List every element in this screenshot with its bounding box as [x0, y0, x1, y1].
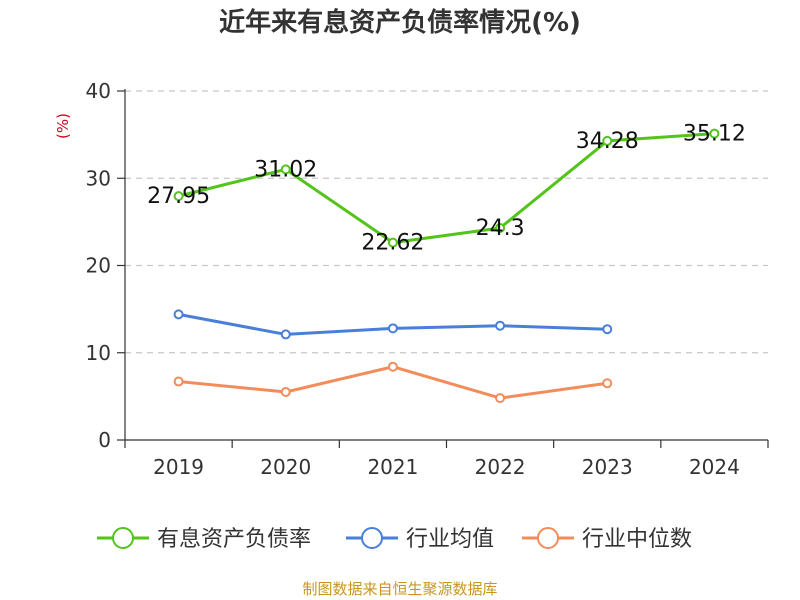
axes: 0 10 20 30 40 2019 2020 2021 2022 2023 2024 — [86, 79, 769, 479]
data-label: 35.12 — [683, 122, 746, 147]
x-tick-label: 2024 — [689, 455, 740, 479]
legend-item-0[interactable]: 有息资产负债率 — [97, 527, 311, 552]
series-2 — [173, 361, 613, 404]
data-label: 34.28 — [576, 129, 639, 154]
chart-title: 近年来有息资产负债率情况(%) — [219, 8, 581, 38]
x-tick-label: 2023 — [582, 455, 633, 479]
data-label: 31.02 — [254, 157, 317, 182]
data-point[interactable] — [495, 320, 506, 331]
y-tick-label: 40 — [86, 79, 111, 103]
legend-item-1[interactable]: 行业均值 — [346, 527, 494, 552]
legend-swatch-marker — [537, 527, 559, 549]
series-line — [178, 132, 715, 245]
gridlines — [125, 90, 768, 354]
x-tick-label: 2019 — [153, 455, 204, 479]
x-tick-label: 2021 — [367, 455, 418, 479]
data-point[interactable] — [602, 135, 613, 146]
series-0 — [173, 128, 720, 248]
y-tick-label: 10 — [86, 341, 111, 365]
data-point[interactable] — [173, 191, 184, 202]
legend[interactable]: 有息资产负债率 行业均值 行业中位数 — [97, 527, 692, 552]
data-point[interactable] — [387, 323, 398, 334]
data-point[interactable] — [709, 128, 720, 139]
y-tick-label: 0 — [98, 428, 111, 452]
legend-swatch-marker — [112, 527, 134, 549]
data-label: 24.3 — [476, 216, 525, 241]
data-point[interactable] — [387, 361, 398, 372]
data-point[interactable] — [602, 324, 613, 335]
x-tick-label: 2020 — [260, 455, 311, 479]
data-labels: 27.95 31.02 22.62 24.3 34.28 35.12 — [147, 122, 746, 256]
legend-label: 行业均值 — [406, 527, 494, 552]
legend-item-2[interactable]: 行业中位数 — [522, 527, 692, 552]
data-label: 22.62 — [361, 231, 424, 256]
legend-label: 行业中位数 — [582, 527, 692, 552]
y-axis-label: (%) — [54, 113, 72, 139]
data-point[interactable] — [602, 378, 613, 389]
data-label: 27.95 — [147, 184, 210, 209]
data-point[interactable] — [280, 164, 291, 175]
source-note: 制图数据来自恒生聚源数据库 — [302, 580, 498, 598]
x-tick-label: 2022 — [475, 455, 526, 479]
legend-swatch-marker — [361, 527, 383, 549]
data-point[interactable] — [387, 237, 398, 248]
series-1 — [173, 309, 613, 340]
y-tick-label: 30 — [86, 166, 111, 190]
data-point[interactable] — [495, 393, 506, 404]
series-lines — [173, 128, 720, 404]
data-point[interactable] — [495, 222, 506, 233]
data-point[interactable] — [280, 329, 291, 340]
data-point[interactable] — [280, 387, 291, 398]
y-tick-label: 20 — [86, 254, 111, 278]
legend-label: 有息资产负债率 — [157, 527, 311, 552]
data-point[interactable] — [173, 309, 184, 320]
data-point[interactable] — [173, 376, 184, 387]
